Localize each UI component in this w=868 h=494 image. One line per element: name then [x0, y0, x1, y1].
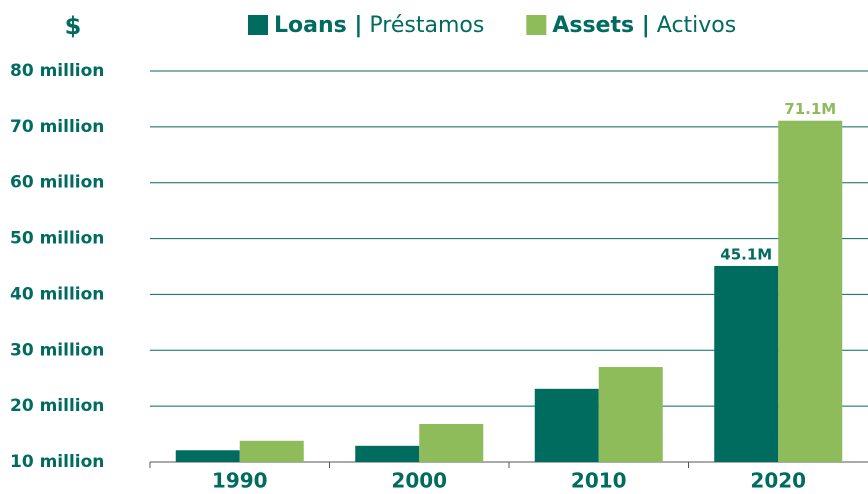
bar — [714, 265, 779, 462]
y-tick-label: 20 million — [10, 396, 104, 416]
legend-swatch — [248, 15, 268, 35]
data-label: 71.1M — [784, 100, 836, 118]
bar — [598, 367, 663, 462]
legend-label: Loans | Préstamos — [274, 13, 484, 38]
bar — [419, 424, 484, 462]
y-tick-label: 70 million — [10, 117, 104, 137]
y-tick-label: 50 million — [10, 229, 104, 249]
bar — [355, 445, 420, 462]
bar — [778, 120, 843, 462]
data-label: 45.1M — [720, 245, 772, 263]
x-tick-label: 2000 — [391, 469, 447, 493]
y-tick-label: 60 million — [10, 173, 104, 193]
bar — [239, 440, 304, 462]
x-tick-label: 2020 — [750, 469, 806, 493]
legend-label: Assets | Activos — [552, 13, 736, 38]
x-tick-label: 2010 — [571, 469, 627, 493]
bar — [175, 450, 240, 462]
y-tick-label: 40 million — [10, 284, 104, 304]
y-tick-label: 30 million — [10, 340, 104, 360]
y-axis-label: $ — [65, 12, 82, 40]
y-tick-label: 80 million — [10, 61, 104, 81]
y-tick-label: 10 million — [10, 452, 104, 472]
x-tick-label: 1990 — [212, 469, 268, 493]
legend-swatch — [526, 15, 547, 35]
bar — [534, 388, 599, 462]
